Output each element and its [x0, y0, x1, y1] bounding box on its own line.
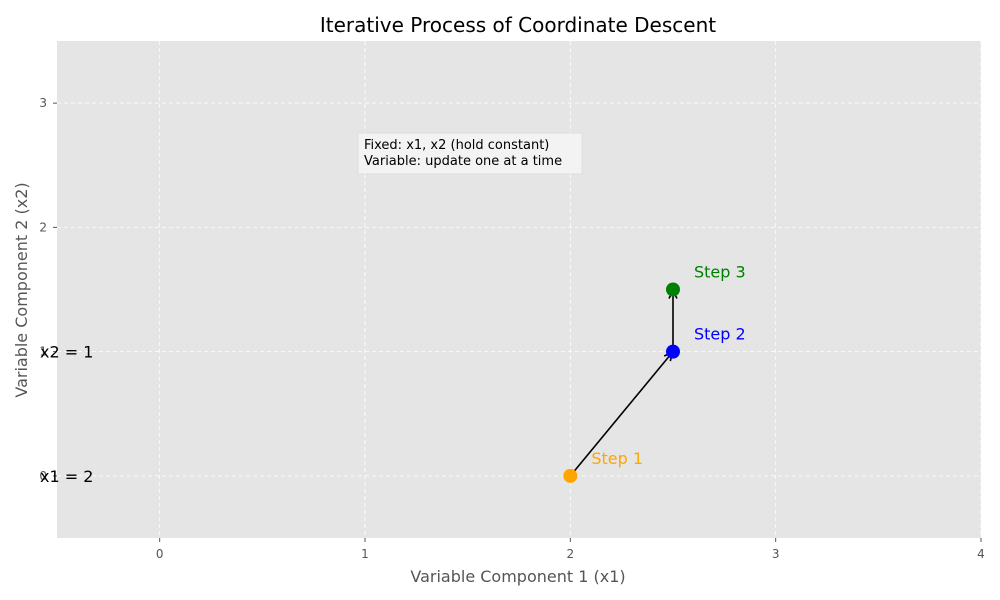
- annotation-line-2: Variable: update one at a time: [364, 154, 562, 169]
- y-tick-label: 1: [39, 345, 47, 359]
- step-points: Step 1 Step 2 Step 3: [563, 263, 746, 483]
- x-tick-label: 4: [977, 547, 985, 561]
- annotation-box: Fixed: x1, x2 (hold constant) Variable: …: [357, 132, 583, 175]
- axis-annotation-2: x2 = 1: [40, 343, 93, 362]
- step-label-1: Step 1: [591, 449, 643, 468]
- y-axis-label: Variable Component 2 (x2): [12, 182, 31, 397]
- axis-ticks: 0 1 2 3 4 0 1 2 3: [39, 96, 984, 561]
- annotation-line-1: Fixed: x1, x2 (hold constant): [364, 138, 549, 153]
- step-label-2: Step 2: [694, 325, 746, 344]
- x-tick-label: 0: [156, 547, 164, 561]
- x-axis-label: Variable Component 1 (x1): [410, 567, 625, 586]
- step-label-3: Step 3: [694, 263, 746, 282]
- x-tick-label: 3: [772, 547, 780, 561]
- step-arrows: [569, 291, 673, 477]
- plot-area: [57, 41, 981, 538]
- grid-lines: [57, 41, 982, 538]
- x-tick-label: 2: [567, 547, 575, 561]
- x-tick-label: 1: [361, 547, 369, 561]
- axis-annotations: x1 = 2 x2 = 1: [40, 343, 93, 486]
- y-tick-label: 3: [39, 96, 47, 110]
- y-tick-label: 2: [39, 220, 47, 234]
- step-point-2: [666, 344, 680, 359]
- axis-annotation-1: x1 = 2: [40, 467, 93, 486]
- chart-title: Iterative Process of Coordinate Descent: [320, 13, 716, 37]
- step-point-3: [666, 282, 680, 297]
- step-point-1: [563, 468, 578, 483]
- y-tick-label: 0: [39, 469, 47, 483]
- step-arrow: [569, 352, 672, 477]
